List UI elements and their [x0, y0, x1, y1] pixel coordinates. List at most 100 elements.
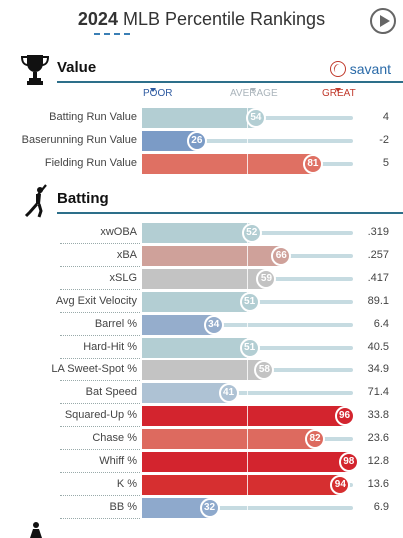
- percentile-badge: 51: [239, 291, 260, 312]
- metric-label: xwOBA: [100, 226, 137, 238]
- metric-value: .319: [367, 226, 389, 238]
- metric-row[interactable]: BB % 32 6.9: [0, 497, 403, 519]
- percentile-bar: [142, 223, 252, 243]
- metric-row[interactable]: Hard-Hit % 51 40.5: [0, 337, 403, 359]
- percentile-badge: 54: [245, 108, 266, 128]
- percentile-bar: [142, 153, 313, 174]
- metric-row[interactable]: xwOBA 52 .319: [0, 222, 403, 244]
- average-line: [247, 153, 248, 174]
- row-separator: [60, 334, 140, 336]
- percentile-badge: 58: [254, 360, 275, 381]
- average-marker: [250, 88, 256, 92]
- poor-marker: [150, 88, 156, 92]
- metric-row[interactable]: Chase % 82 23.6: [0, 428, 403, 451]
- average-line: [247, 452, 248, 472]
- fielder-icon: [30, 522, 42, 538]
- percentile-badge: 26: [186, 130, 207, 151]
- metric-row[interactable]: Squared-Up % 96 33.8: [0, 405, 403, 428]
- metric-label: xSLG: [109, 271, 137, 284]
- metric-label: Baserunning Run Value: [21, 133, 137, 146]
- percentile-bar: [142, 291, 250, 312]
- row-separator: [60, 243, 140, 244]
- title-text: MLB Percentile Rankings: [122, 9, 326, 29]
- average-line: [247, 360, 248, 381]
- average-line: [247, 268, 248, 289]
- savant-label: savant: [349, 61, 391, 77]
- row-separator: [60, 265, 140, 267]
- percentile-badge: 82: [305, 429, 326, 450]
- metric-value: 6.9: [373, 500, 389, 513]
- percentile-badge: 41: [218, 383, 239, 404]
- percentile-badge: 81: [302, 153, 323, 174]
- percentile-bar: [142, 383, 229, 404]
- row-separator: [60, 357, 140, 359]
- metric-row[interactable]: xSLG 59 .417: [0, 268, 403, 290]
- metric-row[interactable]: Barrel % 34 6.4: [0, 314, 403, 336]
- average-line: [247, 406, 248, 427]
- trophy-icon: [20, 55, 50, 85]
- page-title: 2024 MLB Percentile Rankings: [0, 9, 403, 30]
- row-separator: [60, 426, 140, 428]
- metric-row[interactable]: xBA 66 .257: [0, 245, 403, 267]
- metric-value: 5: [382, 156, 389, 169]
- percentile-badge: 34: [203, 314, 224, 335]
- percentile-bar: [142, 337, 250, 358]
- metric-label: Fielding Run Value: [44, 156, 137, 169]
- scale-poor: POOR: [143, 88, 173, 99]
- title-underline: [94, 33, 130, 35]
- average-line: [247, 245, 248, 266]
- metric-value: 23.6: [367, 432, 389, 445]
- percentile-bar: [142, 452, 349, 472]
- metric-row[interactable]: Fielding Run Value 81 5: [0, 153, 403, 175]
- batter-icon: [24, 184, 47, 218]
- savant-logo[interactable]: savant: [329, 61, 391, 77]
- percentile-badge: 94: [330, 474, 351, 495]
- metric-row[interactable]: Baserunning Run Value 26 -2: [0, 130, 403, 152]
- metric-label: Avg Exit Velocity: [55, 294, 137, 307]
- percentile-badge: 51: [239, 337, 260, 358]
- percentile-badge: 52: [241, 223, 262, 243]
- row-separator: [60, 472, 140, 473]
- play-icon[interactable]: [370, 8, 396, 34]
- metric-label: Batting Run Value: [49, 111, 137, 123]
- metric-value: .417: [367, 271, 389, 284]
- metric-label: xBA: [116, 248, 137, 261]
- metric-value: 13.6: [367, 477, 389, 490]
- section-divider: [57, 212, 403, 214]
- percentile-bar: [142, 406, 345, 427]
- percentile-badge: 32: [199, 497, 220, 518]
- metric-row[interactable]: Batting Run Value 54 4: [0, 107, 403, 129]
- percentile-bar: [142, 314, 214, 335]
- average-line: [247, 429, 248, 450]
- percentile-badge: 66: [271, 245, 292, 266]
- metric-label: Barrel %: [94, 317, 137, 330]
- metric-label: Chase %: [92, 432, 137, 445]
- metric-row[interactable]: Avg Exit Velocity 51 89.1: [0, 291, 403, 313]
- metric-value: .257: [367, 248, 389, 261]
- average-line: [247, 383, 248, 404]
- average-line: [247, 130, 248, 151]
- title-year: 2024: [77, 9, 118, 29]
- row-separator: [60, 403, 140, 405]
- metric-row[interactable]: Whiff % 98 12.8: [0, 451, 403, 473]
- metric-row[interactable]: Bat Speed 41 71.4: [0, 382, 403, 405]
- metric-value: 6.4: [373, 317, 389, 330]
- metric-row[interactable]: K % 94 13.6: [0, 474, 403, 496]
- average-line: [247, 497, 248, 518]
- metric-label: K %: [116, 477, 137, 490]
- metric-row[interactable]: LA Sweet-Spot % 58 34.9: [0, 359, 403, 382]
- metric-value: 40.5: [367, 340, 389, 353]
- row-separator: [60, 311, 140, 313]
- percentile-bar: [142, 130, 197, 151]
- metric-label: LA Sweet-Spot %: [51, 363, 137, 376]
- percentile-bar: [142, 108, 256, 128]
- great-marker: [335, 88, 341, 92]
- metric-label: BB %: [109, 500, 137, 513]
- metric-value: 89.1: [367, 294, 389, 307]
- section-title-batting: Batting: [57, 190, 109, 207]
- row-separator: [60, 449, 140, 451]
- percentile-bar: [142, 429, 316, 450]
- percentile-bar: [142, 268, 267, 289]
- row-separator: [60, 288, 140, 290]
- percentile-bar: [142, 360, 265, 381]
